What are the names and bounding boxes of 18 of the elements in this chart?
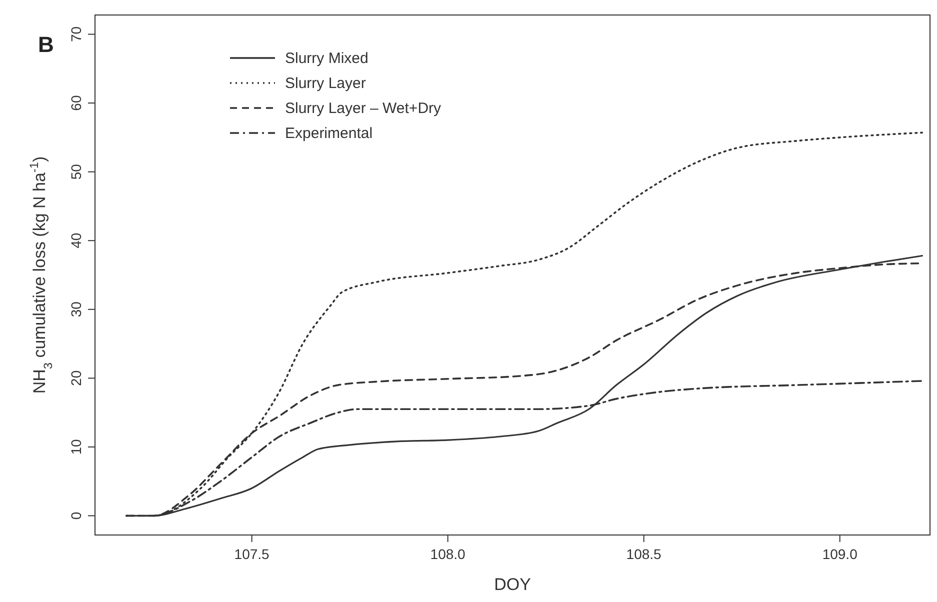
text: B [38, 32, 54, 57]
y-tick-label: 20 [68, 370, 84, 386]
y-tick-label: 70 [68, 26, 84, 42]
legend-label: Experimental [285, 125, 373, 142]
x-axis-title: DOY [494, 575, 531, 594]
y-tick-label: 50 [68, 164, 84, 180]
y-tick-label: 10 [68, 438, 84, 455]
x-tick-label: 109.0 [822, 546, 858, 562]
y-tick-label: 60 [68, 95, 84, 111]
legend-label: Slurry Mixed [285, 50, 368, 67]
x-tick-label: 108.0 [430, 546, 466, 562]
x-tick-label: 108.5 [626, 546, 662, 562]
y-tick-label: 0 [68, 512, 84, 520]
x-tick-label: 107.5 [234, 546, 270, 562]
y-tick-label: 30 [68, 301, 84, 318]
legend-label: Slurry Layer – Wet+Dry [285, 100, 442, 117]
y-tick-label: 40 [68, 232, 84, 248]
legend-label: Slurry Layer [285, 75, 366, 92]
